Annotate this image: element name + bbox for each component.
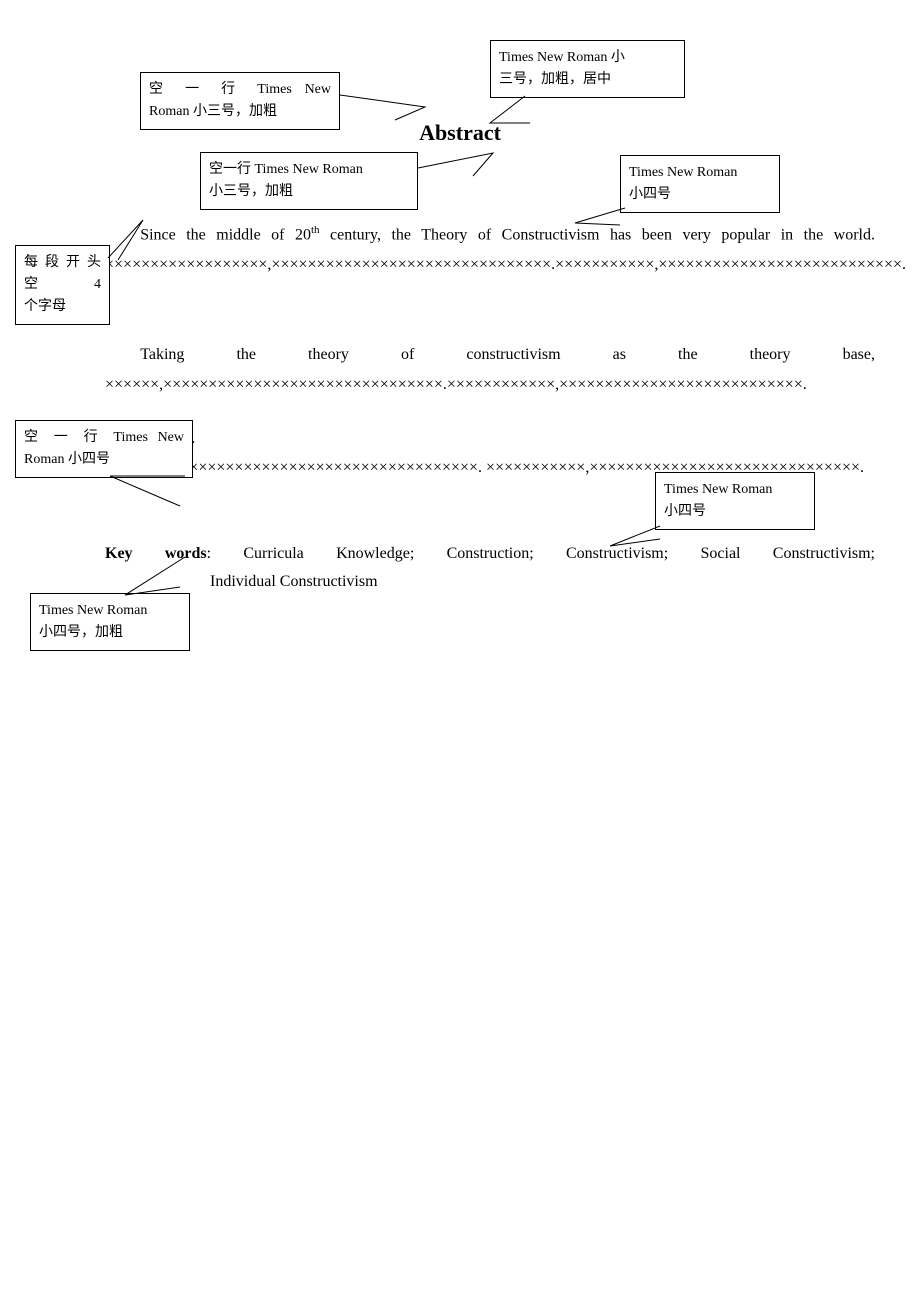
- keywords-content-2: Individual Constructivism: [105, 568, 875, 596]
- para1-superscript: th: [311, 224, 320, 236]
- callout-title-style: Times New Roman 小 三号，加粗，居中: [490, 40, 685, 98]
- callout-line: Times New Roman: [629, 165, 737, 180]
- connector-icon: [418, 148, 498, 178]
- callout-line: 小四号: [629, 187, 671, 202]
- callout-line: 小四号: [664, 504, 706, 519]
- keywords-content-1: : Curricula Knowledge; Construction; Con…: [207, 545, 875, 562]
- callout-line: Times New Roman: [39, 603, 147, 618]
- callout-line: 每 段 开: [24, 255, 82, 270]
- connector-icon: [125, 557, 195, 597]
- callout-line: 空 一 行 Times New: [24, 430, 184, 445]
- keywords-block: Key words: Curricula Knowledge; Construc…: [105, 540, 875, 596]
- callout-line: 空一行 Times New Roman: [209, 162, 363, 177]
- callout-blank-line-above: 空 一 行 Times New Roman 小三号，加粗: [140, 72, 340, 130]
- connector-icon: [340, 95, 430, 125]
- callout-keywords-body-font: Times New Roman 小四号: [655, 472, 815, 530]
- callout-body-font: Times New Roman 小四号: [620, 155, 780, 213]
- callout-line: 小四号，加粗: [39, 625, 123, 640]
- abstract-title: Abstract: [0, 120, 920, 146]
- callout-blank-line-body: 空 一 行 Times New Roman 小四号: [15, 420, 193, 478]
- callout-line: Roman 小四号: [24, 449, 184, 471]
- callout-line: Times New Roman: [664, 482, 772, 497]
- callout-line: Roman 小三号，加粗: [149, 101, 331, 123]
- callout-line: 个字母: [24, 296, 101, 318]
- paragraph-2: Taking the theory of constructivism as t…: [105, 340, 875, 400]
- callout-blank-line-below: 空一行 Times New Roman 小三号，加粗: [200, 152, 418, 210]
- para1-lead: Since the middle of 20: [140, 226, 311, 243]
- connector-icon: [490, 96, 550, 136]
- connector-icon: [108, 220, 148, 260]
- callout-line: 三号，加粗，居中: [499, 72, 611, 87]
- callout-keywords-label-font: Times New Roman 小四号，加粗: [30, 593, 190, 651]
- callout-indent: 每 段 开 头 空 4 个字母: [15, 245, 110, 325]
- callout-line: 空 一 行 Times New: [149, 82, 331, 97]
- callout-line: 小三号，加粗: [209, 184, 293, 199]
- connector-icon: [110, 476, 190, 516]
- callout-line: Times New Roman 小: [499, 50, 625, 65]
- connector-icon: [610, 526, 670, 556]
- para2-text: Taking the theory of constructivism as t…: [105, 346, 875, 393]
- paragraph-1: Since the middle of 20th century, the Th…: [105, 215, 875, 280]
- connector-icon: [575, 208, 635, 238]
